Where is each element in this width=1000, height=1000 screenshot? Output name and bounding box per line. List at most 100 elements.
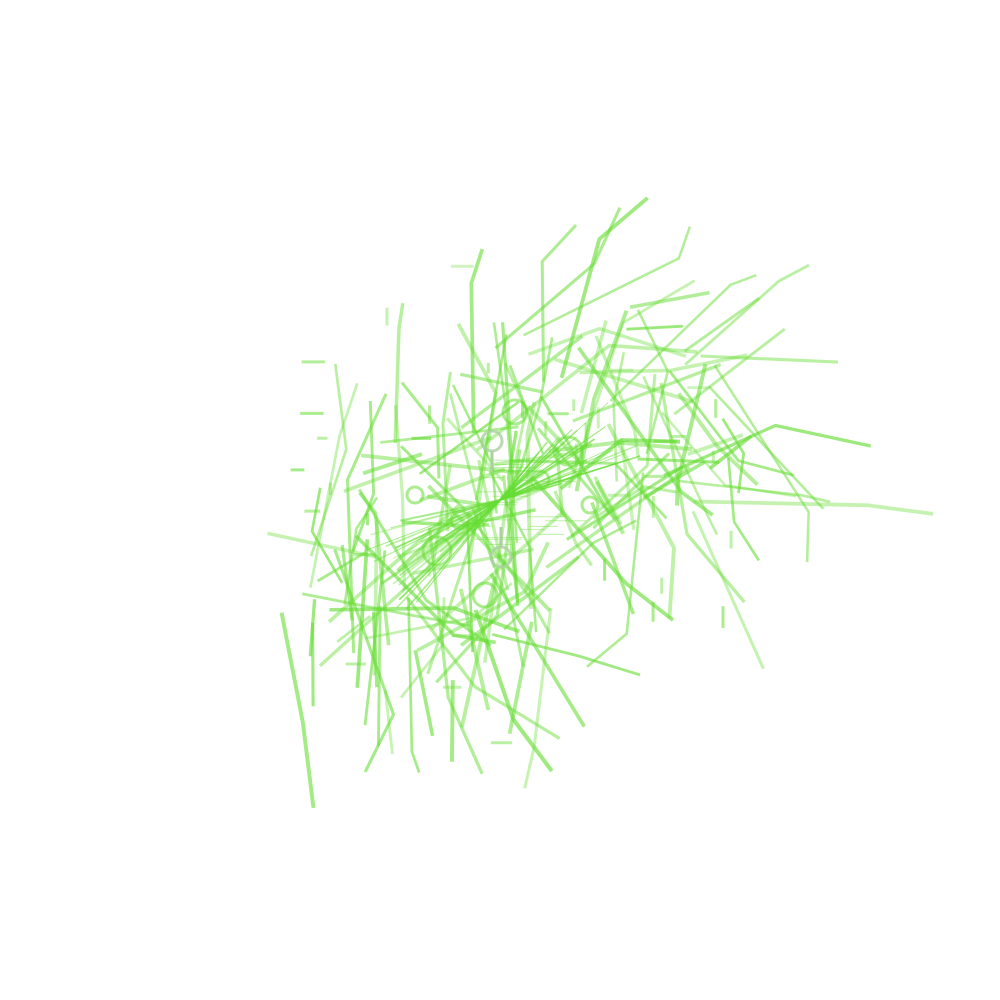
stroke-segment	[708, 385, 825, 510]
stroke-segment	[559, 196, 649, 379]
stroke-segment	[413, 649, 435, 737]
ring-mark	[405, 485, 425, 505]
stroke-segment	[309, 363, 348, 557]
stroke-segment	[405, 596, 561, 740]
ring-mark	[471, 581, 499, 609]
stroke-segment	[526, 405, 585, 468]
stroke-segment	[460, 334, 584, 430]
ring-mark	[529, 469, 551, 491]
ring-mark	[552, 435, 584, 467]
stroke-segment	[459, 576, 498, 728]
stroke-segment	[441, 371, 452, 532]
stroke-segment	[358, 491, 391, 646]
stroke-segment	[507, 430, 520, 603]
ring-mark	[449, 509, 471, 531]
stroke-segment	[726, 457, 761, 562]
stroke-segment	[329, 606, 521, 634]
stroke-segment	[684, 263, 810, 366]
stroke-segment	[398, 463, 525, 559]
stroke-segment	[419, 467, 506, 503]
stroke-segment	[700, 354, 838, 364]
stroke-segment	[311, 622, 315, 707]
stroke-segment	[327, 504, 460, 624]
stroke-segment	[383, 690, 394, 755]
stroke-segment	[536, 427, 616, 520]
stroke-segment	[449, 680, 455, 762]
stroke-segment	[636, 309, 670, 455]
stroke-segment	[459, 555, 580, 647]
stroke-segment	[572, 363, 722, 423]
stroke-segment	[577, 346, 714, 517]
stroke-segment	[427, 484, 552, 612]
stroke-segment	[427, 527, 484, 775]
stroke-segment	[683, 297, 760, 353]
stroke-segment	[553, 357, 695, 404]
stroke-segment	[469, 248, 485, 433]
stroke-segment	[642, 375, 719, 536]
stroke-segment	[606, 423, 676, 619]
stroke-segment	[668, 370, 795, 477]
ring-mark	[421, 535, 453, 567]
stroke-segment	[466, 511, 551, 634]
stroke-segment	[466, 520, 474, 653]
stroke-segment	[510, 459, 668, 520]
stroke-segment	[354, 534, 497, 645]
stroke-segment	[489, 573, 586, 728]
stroke-segment	[267, 531, 377, 559]
stroke-segment	[371, 611, 379, 688]
stroke-segment	[449, 393, 496, 568]
stroke-segment	[458, 588, 491, 711]
stroke-segment	[594, 480, 626, 535]
stroke-segment	[426, 519, 480, 675]
stroke-segment	[592, 485, 678, 520]
stroke-segment	[687, 433, 744, 457]
stroke-segment	[401, 508, 536, 528]
stroke-segment	[393, 405, 406, 590]
stroke-segment	[555, 446, 564, 517]
stroke-segment	[661, 411, 797, 498]
stroke-segment	[678, 479, 831, 504]
stroke-segment	[619, 438, 636, 531]
stroke-segment	[351, 400, 376, 552]
stroke-segment	[677, 392, 759, 487]
stroke-segment	[400, 381, 441, 479]
stroke-segment	[407, 597, 421, 773]
stroke-segment	[565, 465, 684, 541]
stroke-segment	[553, 490, 594, 567]
stroke-segment	[663, 423, 872, 477]
stroke-segment	[503, 519, 637, 631]
stroke-segment	[593, 476, 623, 526]
stroke-segment	[659, 382, 746, 604]
stroke-segment	[310, 487, 344, 584]
stroke-segment	[594, 335, 640, 458]
stroke-segment	[502, 475, 520, 607]
stroke-segment	[494, 206, 622, 350]
stroke-segment	[483, 491, 510, 663]
stroke-segment	[525, 401, 537, 609]
stroke-segment	[675, 363, 708, 506]
stroke-segment	[343, 496, 379, 605]
fan-line	[370, 499, 501, 536]
stroke-segment	[629, 290, 710, 309]
stroke-segment	[523, 226, 692, 337]
stroke-segment	[545, 465, 691, 569]
stroke-segment	[416, 541, 550, 653]
stroke-segment	[400, 445, 467, 512]
stroke-segment	[473, 609, 554, 773]
stroke-segment	[279, 612, 316, 809]
ring-mark	[501, 398, 529, 426]
stroke-segment	[316, 551, 367, 583]
stroke-segment	[399, 597, 446, 699]
stroke-segment	[357, 488, 492, 647]
thick-stroke-cluster	[267, 196, 934, 809]
stroke-segment	[380, 425, 519, 444]
stroke-segment	[309, 382, 359, 588]
stroke-segment	[721, 417, 746, 494]
stroke-segment	[713, 364, 811, 563]
stroke-segment	[488, 470, 538, 633]
stroke-segment	[372, 520, 379, 676]
stroke-segment	[492, 322, 519, 544]
stroke-segment	[393, 302, 405, 444]
stroke-segment	[456, 322, 498, 565]
